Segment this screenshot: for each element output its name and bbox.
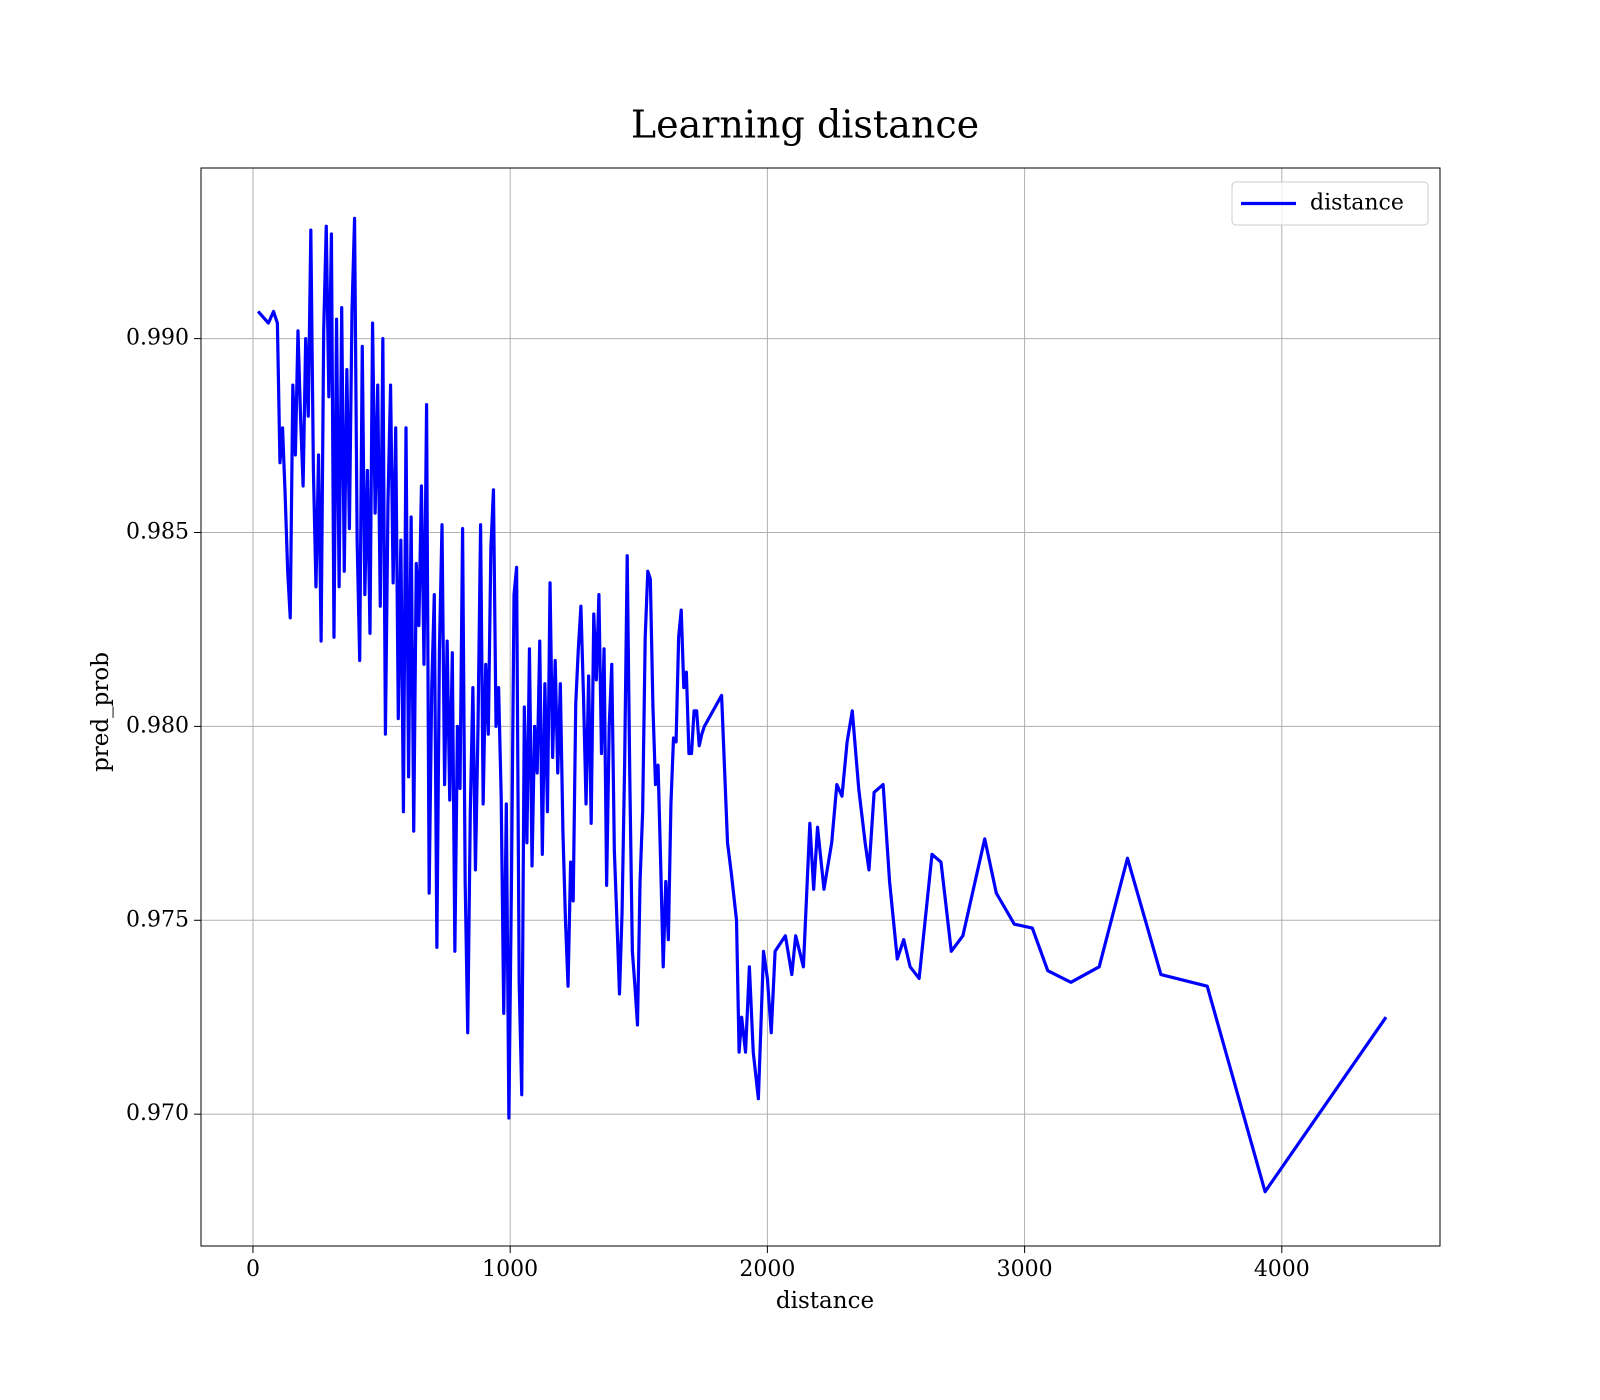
x-axis-label: distance bbox=[776, 1288, 874, 1314]
x-tick-label: 2000 bbox=[739, 1257, 795, 1282]
y-tick-label: 0.980 bbox=[126, 713, 189, 738]
y-tick-label: 0.975 bbox=[126, 907, 189, 932]
legend-label: distance bbox=[1310, 191, 1404, 216]
chart-title: Learning distance bbox=[631, 103, 979, 147]
y-tick-label: 0.970 bbox=[126, 1101, 189, 1126]
legend-box bbox=[1231, 181, 1429, 226]
x-tick-label: 4000 bbox=[1254, 1257, 1310, 1282]
plot-frame bbox=[200, 167, 1441, 1247]
x-tick-label: 1000 bbox=[482, 1257, 538, 1282]
y-tick-label: 0.985 bbox=[126, 520, 189, 545]
y-axis-label: pred_prob bbox=[88, 652, 114, 772]
y-tick-label: 0.990 bbox=[126, 326, 189, 351]
x-tick-label: 3000 bbox=[997, 1257, 1053, 1282]
data-line bbox=[256, 216, 1388, 1194]
x-tick-label: 0 bbox=[246, 1257, 260, 1282]
